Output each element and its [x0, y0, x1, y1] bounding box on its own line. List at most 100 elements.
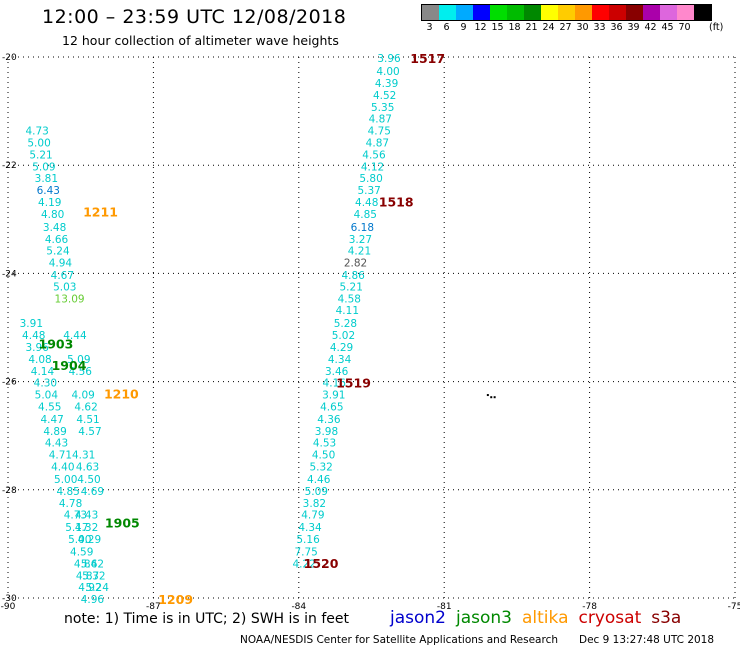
wave-height-value: 3.96	[25, 342, 49, 354]
wave-height-value: 4.14	[31, 366, 55, 378]
wave-height-value: 4.11	[336, 305, 359, 317]
wave-height-value: 5.02	[332, 330, 355, 342]
wave-height-value: 4.40	[51, 462, 74, 474]
wave-height-value: 4.87	[369, 114, 392, 126]
wave-height-value: 4.71	[49, 450, 72, 462]
wave-height-value: 5.62	[81, 558, 104, 570]
wave-height-value: 13.09	[55, 293, 85, 305]
scale-label: 33	[593, 22, 606, 33]
lat-tick-label: -30	[2, 594, 17, 604]
wave-height-value: 5.37	[357, 185, 380, 197]
observation-dot	[490, 396, 493, 399]
scale-swatch	[422, 5, 439, 20]
wave-height-value: 4.67	[51, 270, 74, 282]
scale-swatch	[507, 5, 524, 20]
wave-height-value: 4.59	[70, 546, 93, 558]
wave-height-value: 4.85	[354, 209, 377, 221]
wave-height-value: 4.80	[41, 209, 64, 221]
lon-tick-label: -78	[582, 602, 597, 612]
scale-swatch	[490, 5, 507, 20]
pass-time-label: 1518	[379, 194, 414, 209]
wave-height-value: 4.89	[43, 426, 66, 438]
wave-height-value: 6.18	[351, 222, 374, 234]
scale-swatch	[643, 5, 660, 20]
wave-height-value: 5.24	[86, 582, 110, 594]
wave-height-value: 4.50	[312, 450, 335, 462]
pass-time-label: 1210	[104, 387, 139, 402]
wave-height-value: 5.09	[67, 354, 90, 366]
scale-label: 3	[426, 22, 433, 33]
satellite-pass-labels: 1517 1518 1519 1520 1211 1210 1209 1903 1904 1905	[39, 51, 446, 607]
wave-height-value: 3.81	[35, 173, 58, 185]
wave-height-value: 3.91	[322, 390, 345, 402]
pass-time-label: 1209	[158, 592, 193, 607]
wave-height-value: 4.73	[64, 510, 87, 522]
wave-height-value: 5.28	[334, 318, 357, 330]
wave-height-value: 5.80	[359, 173, 382, 185]
wave-height-value: 4.31	[72, 450, 95, 462]
lon-tick-label: -75	[728, 602, 740, 612]
wave-height-value: 5.35	[371, 102, 394, 114]
map-grid	[7, 56, 736, 599]
wave-height-value: 4.46	[307, 474, 331, 486]
scale-swatch	[592, 5, 609, 20]
wave-height-value: 4.87	[366, 137, 389, 149]
pass-time-label: 1211	[83, 205, 118, 220]
scale-label: 24	[542, 22, 555, 33]
wave-height-value: 6.43	[37, 185, 60, 197]
wave-height-value: 5.00	[27, 137, 50, 149]
wave-height-value: 4.00	[376, 66, 399, 78]
wave-height-value: 4.16	[323, 378, 347, 390]
wave-height-value: 5.32	[309, 462, 332, 474]
wave-height-value: 4.78	[59, 498, 82, 510]
page-title: 12:00 – 23:59 UTC 12/08/2018	[42, 6, 347, 28]
pass-time-label: 1904	[52, 358, 87, 373]
legend-item: jason2	[390, 608, 446, 628]
wave-height-value: 4.65	[320, 401, 343, 413]
wave-height-value: 4.47	[40, 414, 63, 426]
scale-swatch	[660, 5, 677, 20]
wave-height-value: 4.09	[71, 390, 94, 402]
scale-swatch	[575, 5, 592, 20]
wave-height-color-scale	[421, 4, 712, 21]
scale-label: 12	[474, 22, 487, 33]
wave-height-value: 4.48	[22, 330, 45, 342]
legend-item: s3a	[651, 608, 682, 628]
wave-height-value: 3.96	[377, 53, 401, 65]
wave-height-value: 4.62	[74, 401, 97, 413]
wave-height-observations: 3.964.004.394.525.354.874.754.874.564.12…	[20, 53, 496, 606]
wave-height-value: 4.36	[317, 414, 341, 426]
lat-tick-label: -22	[2, 161, 17, 171]
observation-dot	[493, 396, 496, 399]
scale-swatch	[541, 5, 558, 20]
wave-height-value: 5.16	[296, 534, 320, 546]
satellite-legend: jason2 jason3 altika cryosat s3a	[390, 608, 691, 628]
pass-time-label: 1905	[105, 515, 140, 530]
wave-height-value: 4.63	[76, 462, 99, 474]
footer-note: note: 1) Time is in UTC; 2) SWH is in fe…	[64, 611, 350, 627]
scale-label: 70	[678, 22, 691, 33]
wave-height-value: 5.03	[53, 281, 76, 293]
scale-label: 18	[508, 22, 521, 33]
wave-height-value: 4.96	[81, 594, 105, 606]
wave-height-value: 4.56	[69, 366, 93, 378]
scale-swatch	[694, 5, 711, 20]
wave-height-value: 4.58	[338, 293, 361, 305]
wave-height-value: 7.75	[294, 546, 317, 558]
scale-swatch	[439, 5, 456, 20]
wave-height-value: 4.19	[38, 197, 61, 209]
wave-height-value: 4.75	[368, 126, 391, 138]
wave-height-value: 4.66	[45, 234, 69, 246]
scale-swatch	[524, 5, 541, 20]
wave-height-value: 4.56	[362, 149, 386, 161]
wave-height-value: 3.82	[303, 498, 326, 510]
pass-time-label: 1520	[304, 556, 339, 571]
scale-label: 9	[460, 22, 467, 33]
wave-height-value: 4.85	[56, 486, 79, 498]
scale-label: 27	[559, 22, 572, 33]
legend-item: cryosat	[578, 608, 642, 628]
wave-height-value: 5.21	[29, 149, 52, 161]
lon-tick-label: -87	[146, 602, 161, 612]
wave-height-value: 4.69	[81, 486, 104, 498]
wave-height-value: 4.29	[78, 534, 101, 546]
